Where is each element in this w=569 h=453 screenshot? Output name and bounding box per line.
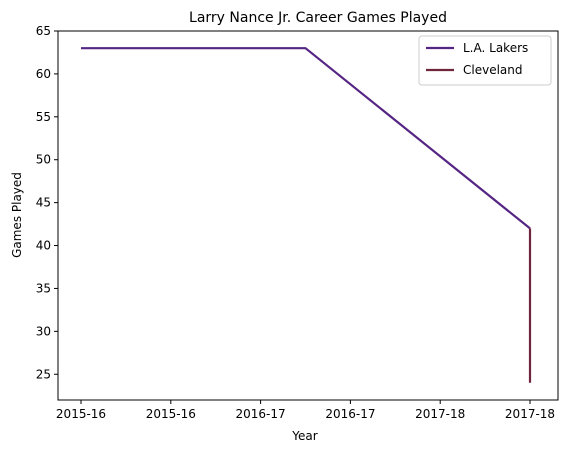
x-axis-ticks: 2015-16 2015-16 2016-17 2016-17 2017-18 2017-… <box>56 400 555 421</box>
series-line-0 <box>81 47 531 230</box>
x-tick-label-0: 2015-16 <box>56 407 106 421</box>
y-tick-label-3: 40 <box>36 239 51 253</box>
y-axis-label: Games Played <box>10 172 24 258</box>
y-tick-label-7: 60 <box>36 67 51 81</box>
x-tick-label-1: 2015-16 <box>146 407 196 421</box>
x-axis-label: Year <box>291 429 317 443</box>
x-tick-label-2: 2016-17 <box>236 407 286 421</box>
x-tick-label-4: 2017-18 <box>415 407 465 421</box>
plot-frame <box>57 30 559 401</box>
chart-title: Larry Nance Jr. Career Games Played <box>189 10 447 26</box>
legend-label-cleveland: Cleveland <box>463 63 523 77</box>
y-tick-label-2: 35 <box>36 281 51 295</box>
y-tick-label-5: 50 <box>36 153 51 167</box>
plot-area: 2015-16 2015-16 2016-17 2016-17 2017-18 2017-… <box>36 24 559 421</box>
y-tick-label-8: 65 <box>36 24 51 38</box>
y-tick-label-6: 55 <box>36 110 51 124</box>
series-layer <box>81 47 532 383</box>
x-tick-label-5: 2017-18 <box>505 407 555 421</box>
y-axis-ticks: 25 30 35 40 45 50 55 60 65 <box>36 24 58 381</box>
y-tick-label-4: 45 <box>36 196 51 210</box>
y-tick-label-1: 30 <box>36 324 51 338</box>
legend: L.A. Lakers Cleveland <box>418 35 552 86</box>
y-tick-label-0: 25 <box>36 367 51 381</box>
legend-label-lakers: L.A. Lakers <box>463 41 528 55</box>
x-tick-label-3: 2016-17 <box>325 407 375 421</box>
